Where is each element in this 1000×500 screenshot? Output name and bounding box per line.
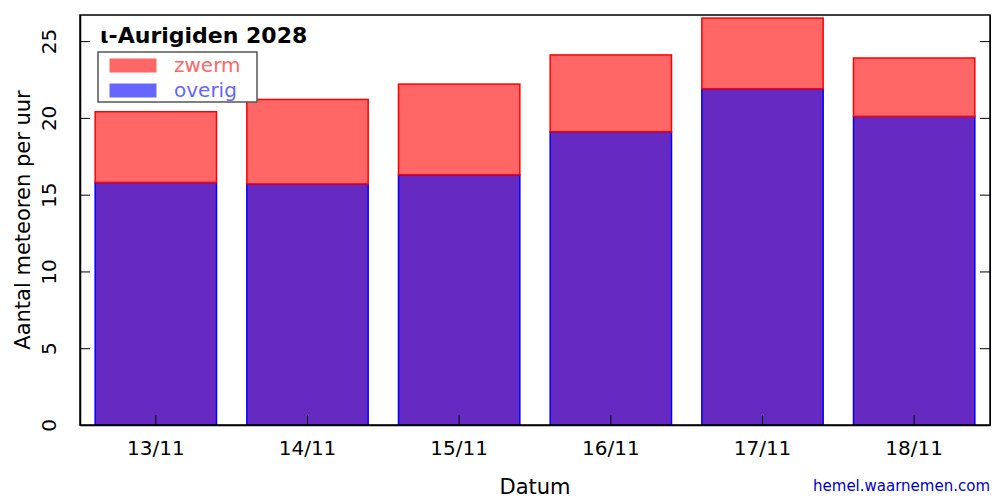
bar-segment	[702, 18, 823, 89]
y-tick-label: 15	[37, 182, 61, 207]
y-tick-label: 0	[37, 419, 61, 432]
x-tick-label: 18/11	[885, 436, 943, 460]
bar-segment	[247, 99, 368, 183]
bar-segment	[247, 184, 368, 425]
x-tick: 15/11	[430, 415, 488, 460]
legend-swatch	[110, 84, 156, 97]
y-tick-mark-right	[980, 348, 990, 349]
y-tick-label: 10	[37, 259, 61, 284]
x-tick-label: 17/11	[734, 436, 792, 460]
y-tick-mark	[80, 271, 90, 272]
y-tick-label: 25	[37, 29, 61, 54]
y-tick: 5	[37, 342, 90, 355]
y-tick-label: 5	[37, 342, 61, 355]
x-tick-mark	[459, 415, 460, 425]
bar-segment	[550, 132, 671, 425]
y-tick-mark-right	[980, 271, 990, 272]
x-tick-label: 14/11	[279, 436, 337, 460]
y-tick-mark-right	[980, 425, 990, 426]
y-tick-right	[980, 118, 990, 119]
x-tick: 18/11	[885, 415, 943, 460]
y-tick: 25	[37, 29, 90, 54]
y-tick-right	[980, 271, 990, 272]
x-axis: 13/11 14/11 15/11 16/11 17/11 18/11	[81, 415, 991, 460]
y-tick-right	[980, 41, 990, 42]
y-tick: 0	[37, 419, 90, 432]
y-axis: 0 5 10 15 20 25	[37, 16, 90, 432]
x-tick-mark	[914, 415, 915, 425]
y-axis-right	[980, 16, 991, 426]
y-tick-label: 20	[37, 106, 61, 131]
x-axis-title: Datum	[499, 475, 570, 499]
x-axis-line	[81, 425, 991, 427]
y-axis-right-line	[990, 16, 991, 426]
bar-segment	[399, 175, 520, 425]
y-tick-mark-right	[980, 195, 990, 196]
legend-label: overig	[174, 78, 237, 102]
legend: zwermoverig	[98, 52, 257, 102]
credit: hemel.waarnemen.com	[813, 477, 990, 495]
y-tick-mark-right	[980, 41, 990, 42]
x-tick-mark	[307, 415, 308, 425]
x-tick-label: 13/11	[127, 436, 185, 460]
y-tick-mark	[80, 195, 90, 196]
y-tick-mark	[80, 348, 90, 349]
chart: 13/11 14/11 15/11 16/11 17/11 18/11 0 5 10 15 20 25…	[0, 0, 1000, 500]
y-tick: 10	[37, 259, 90, 284]
x-tick-label: 15/11	[430, 436, 488, 460]
legend-item: overig	[110, 78, 237, 102]
legend-label: zwerm	[174, 53, 241, 77]
legend-box	[98, 52, 257, 102]
x-tick-mark	[610, 415, 611, 425]
bar-segment	[95, 112, 216, 183]
legend-swatch	[110, 59, 156, 72]
bars	[95, 18, 975, 425]
y-axis-title: Aantal meteoren per uur	[11, 90, 35, 350]
y-tick: 15	[37, 182, 90, 207]
bar-segment	[854, 116, 975, 425]
y-tick-mark	[80, 425, 90, 426]
bar-segment	[95, 182, 216, 425]
y-axis-line	[80, 16, 82, 426]
y-tick-mark	[80, 41, 90, 42]
x-tick-mark	[155, 415, 156, 425]
plot: 13/11 14/11 15/11 16/11 17/11 18/11 0 5 10 15 20 25…	[37, 15, 991, 460]
y-tick-right	[980, 348, 990, 349]
y-tick: 20	[37, 106, 90, 131]
y-tick-right	[980, 195, 990, 196]
x-tick: 17/11	[734, 415, 792, 460]
legend-item: zwerm	[110, 53, 241, 77]
title: ι-Aurigiden 2028	[100, 23, 307, 48]
y-tick-mark	[80, 118, 90, 119]
bar-segment	[854, 58, 975, 116]
x-tick-mark	[762, 415, 763, 425]
bar-segment	[399, 84, 520, 175]
y-tick-mark-right	[980, 118, 990, 119]
x-tick: 14/11	[279, 415, 337, 460]
bar-segment	[702, 89, 823, 425]
frame	[80, 15, 990, 425]
x-tick-label: 16/11	[582, 436, 640, 460]
bar-segment	[550, 55, 671, 132]
y-tick-right	[980, 425, 990, 426]
x-tick: 13/11	[127, 415, 185, 460]
x-tick: 16/11	[582, 415, 640, 460]
